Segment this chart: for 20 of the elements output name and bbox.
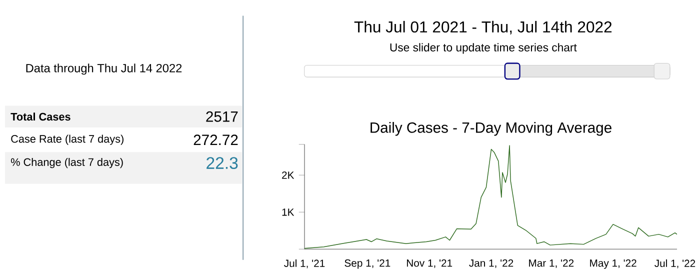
text: Use slider to update time series chart	[390, 43, 577, 54]
text: Case Rate (last 7 days)	[11, 134, 124, 145]
x-tick-label: Jan 1, '22	[469, 259, 514, 268]
x-tick-label: Sep 1, '21	[344, 259, 390, 269]
y-tick-label: 1K	[282, 208, 294, 216]
x-tick-label: Nov 1, '21	[407, 259, 452, 268]
text: 2517	[206, 111, 238, 122]
text: Data through Thu Jul 14 2022	[26, 64, 182, 75]
text: 22.3	[206, 156, 238, 169]
text: Thu Jul 01 2021 - Thu, Jul 14th 2022	[354, 20, 612, 34]
x-tick-label: Jul 1, '22	[654, 259, 696, 268]
x-tick-label: Jul 1, '21	[284, 259, 325, 268]
line-series	[304, 145, 678, 249]
text: % Change (last 7 days)	[10, 158, 123, 168]
x-tick-label: May 1, '22	[590, 259, 636, 269]
x-tick-label: Mar 1, '22	[529, 259, 574, 268]
chart-title: Daily Cases - 7-Day Moving Average	[370, 122, 612, 136]
y-tick-label: 2K	[282, 171, 294, 179]
text: 272.72	[194, 134, 238, 145]
text: Total Cases	[10, 112, 70, 120]
